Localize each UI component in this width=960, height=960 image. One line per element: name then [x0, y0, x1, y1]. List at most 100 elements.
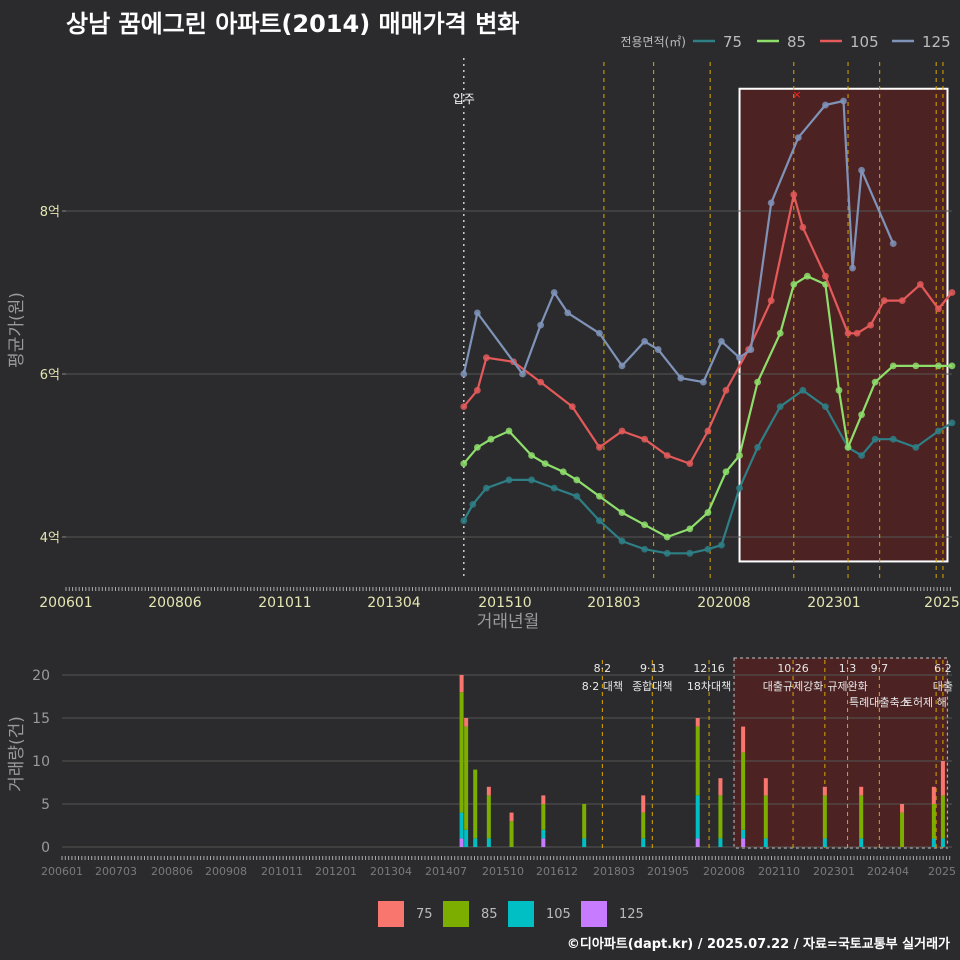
bar-segment-75: [459, 675, 464, 693]
data-point-85: [935, 362, 942, 370]
data-point-85: [736, 452, 743, 459]
policy-date-label: 1·3: [839, 662, 857, 675]
bar-legend-item: 75: [378, 900, 433, 928]
bar-x-tick-label: 201905: [647, 865, 689, 878]
x-tick-label: 202008: [697, 595, 750, 611]
policy-date-label: 9·13: [640, 662, 665, 675]
bar-segment-105: [459, 812, 464, 839]
bar-segment-105: [822, 838, 827, 847]
series-line-105: [462, 193, 953, 465]
bar-legend-label: 85: [481, 906, 498, 922]
data-point-85: [473, 443, 481, 451]
bar-segment-85: [940, 795, 945, 839]
bar-legend-label: 125: [619, 906, 644, 922]
bar-x-tick-label: 200601: [41, 865, 83, 878]
bar-segment-75: [509, 812, 514, 822]
bar-legend-item: 85: [443, 900, 498, 928]
bar-segment-105: [859, 838, 864, 847]
data-point-75: [718, 541, 725, 549]
bar-segment-85: [541, 804, 546, 830]
bar-segment-125: [541, 838, 546, 847]
bar-y-tick-label: 0: [41, 840, 50, 856]
data-point-85: [776, 329, 784, 337]
bar-segment-85: [509, 821, 514, 847]
bar-legend: 75 85 105 125: [0, 900, 960, 930]
data-point-105: [935, 305, 942, 313]
data-point-75: [736, 484, 743, 492]
bar-legend-swatch: [378, 901, 404, 927]
data-point-125: [822, 101, 829, 109]
data-point-75: [912, 443, 920, 451]
policy-name-label: 대출규제강화: [763, 680, 824, 693]
data-point-85: [889, 362, 897, 370]
bar-segment-75: [641, 795, 646, 813]
bar-segment-85: [464, 726, 469, 830]
bar-x-tick-label: 202301: [813, 865, 855, 878]
bar-segment-125: [459, 838, 464, 847]
y-axis-title: 평균가(원): [7, 292, 27, 368]
data-point-85: [596, 492, 603, 500]
bar-segment-85: [641, 812, 646, 839]
data-point-75: [641, 545, 649, 553]
bar-segment-75: [464, 718, 469, 727]
bar-segment-85: [486, 795, 491, 839]
data-point-105: [916, 280, 924, 288]
bar-segment-75: [486, 786, 491, 796]
policy-date-label: 6·2: [934, 662, 952, 675]
legend-label: 85: [787, 33, 806, 51]
bar-segment-105: [464, 829, 469, 847]
policy-name-label: 18차대책: [687, 680, 731, 693]
data-point-85: [618, 509, 626, 516]
bar-segment-75: [859, 786, 864, 796]
data-point-125: [889, 240, 897, 248]
data-point-125: [794, 134, 802, 142]
data-point-75: [799, 386, 807, 394]
y-tick-label: 6억: [40, 368, 60, 383]
bar-segment-85: [859, 795, 864, 839]
bar-x-tick-label: 201407: [425, 865, 467, 878]
bar-segment-105: [718, 838, 723, 847]
policy-date-label: 8·2: [594, 662, 612, 675]
data-point-85: [663, 533, 671, 541]
bar-x-tick-label: 202404: [867, 865, 909, 878]
data-point-105: [537, 378, 545, 386]
bar-legend-item: 105: [508, 900, 571, 928]
data-point-75: [822, 403, 829, 410]
bar-segment-125: [695, 838, 700, 847]
bar-segment-85: [695, 726, 700, 796]
data-point-105: [596, 443, 603, 451]
bar-segment-105: [763, 838, 768, 847]
data-point-105: [853, 329, 861, 337]
data-point-75: [573, 492, 581, 500]
x-tick-label: 200601: [39, 595, 92, 611]
data-point-125: [473, 309, 481, 317]
x-axis-title: 거래년월: [477, 612, 540, 632]
data-point-125: [460, 370, 468, 378]
data-point-85: [835, 386, 843, 394]
data-point-85: [505, 427, 513, 435]
max-marker: ×: [792, 88, 801, 101]
data-point-125: [840, 97, 847, 105]
data-point-75: [935, 427, 942, 435]
bar-legend-swatch: [508, 901, 534, 927]
chart-title: 상남 꿈에그린 아파트(2014) 매매가격 변화: [66, 10, 520, 38]
data-point-125: [747, 346, 755, 353]
bar-segment-75: [718, 778, 723, 796]
bar-segment-105: [641, 838, 646, 847]
policy-date-label: 10·26: [777, 662, 809, 675]
bar-segment-105: [940, 838, 945, 847]
data-point-75: [871, 435, 879, 443]
data-point-75: [528, 476, 536, 484]
legend-label: 75: [723, 33, 742, 51]
data-point-75: [460, 517, 468, 525]
data-point-125: [641, 338, 649, 345]
data-point-125: [718, 338, 725, 345]
data-point-105: [767, 297, 775, 305]
data-point-105: [618, 427, 626, 435]
data-point-125: [849, 264, 856, 272]
data-point-125: [736, 354, 743, 362]
data-point-85: [528, 452, 536, 459]
data-point-85: [790, 280, 798, 288]
bar-x-tick-label: 201803: [593, 865, 635, 878]
